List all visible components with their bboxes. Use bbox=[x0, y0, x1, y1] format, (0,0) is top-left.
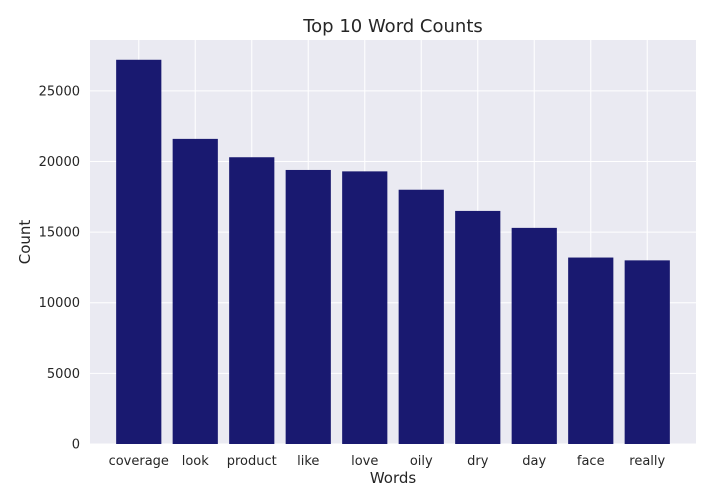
bars bbox=[116, 59, 670, 445]
x-tick-label: like bbox=[297, 454, 319, 469]
bar-product bbox=[229, 157, 275, 444]
y-tick-label: 10000 bbox=[39, 296, 80, 311]
bar-look bbox=[172, 138, 218, 445]
x-tick-label: love bbox=[351, 454, 378, 469]
x-tick-label: really bbox=[629, 454, 665, 469]
x-axis-label: Words bbox=[370, 469, 417, 487]
bar-dry bbox=[455, 210, 501, 444]
y-axis-label: Count bbox=[16, 220, 34, 265]
chart-title: Top 10 Word Counts bbox=[302, 16, 483, 37]
x-tick-label: oily bbox=[410, 454, 433, 469]
bar-like bbox=[285, 169, 331, 444]
x-tick-label: look bbox=[182, 454, 210, 469]
y-tick-label: 5000 bbox=[47, 367, 80, 382]
y-tick-label: 25000 bbox=[39, 84, 80, 99]
bar-day bbox=[511, 227, 557, 444]
y-tick-label: 20000 bbox=[39, 155, 80, 170]
x-tick-label: day bbox=[522, 454, 546, 469]
x-tick-labels: coverage look product like love oily dry day fac… bbox=[109, 454, 666, 469]
bar-face bbox=[568, 257, 614, 444]
y-tick-label: 0 bbox=[72, 438, 80, 453]
bar-oily bbox=[398, 189, 444, 444]
y-tick-label: 15000 bbox=[39, 226, 80, 241]
x-tick-label: dry bbox=[467, 454, 489, 469]
bar-love bbox=[342, 171, 388, 444]
bar-really bbox=[624, 260, 670, 444]
x-tick-label: coverage bbox=[109, 454, 169, 469]
bar-coverage bbox=[116, 59, 162, 445]
x-tick-label: face bbox=[577, 454, 605, 469]
x-tick-label: product bbox=[227, 454, 277, 469]
y-tick-labels: 0 5000 10000 15000 20000 25000 bbox=[39, 84, 80, 452]
